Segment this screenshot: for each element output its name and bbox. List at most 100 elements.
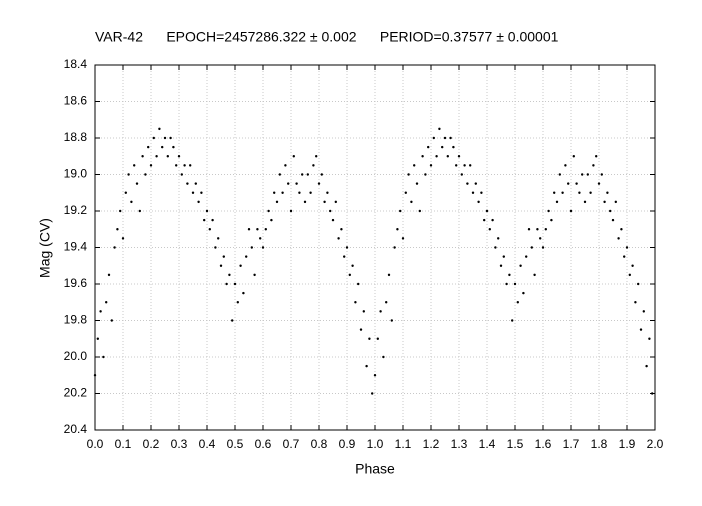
data-point	[645, 364, 648, 368]
data-point	[163, 136, 167, 140]
x-tick-label: 2.0	[647, 437, 664, 451]
x-tick-label: 0.7	[283, 437, 300, 451]
data-point	[446, 155, 449, 158]
data-point	[410, 200, 413, 204]
x-tick-label: 0.4	[199, 437, 216, 451]
data-point	[144, 173, 147, 176]
data-point	[256, 228, 259, 231]
data-point	[499, 264, 503, 267]
data-point	[317, 182, 321, 185]
y-tick-label: 18.6	[64, 94, 88, 108]
data-point	[233, 282, 237, 286]
data-point	[404, 191, 407, 194]
data-point	[189, 164, 192, 167]
x-tick-label: 1.0	[367, 437, 384, 451]
data-point	[586, 173, 589, 176]
data-point	[133, 164, 136, 167]
data-point	[331, 218, 335, 222]
data-point	[127, 173, 130, 176]
data-point	[471, 191, 475, 194]
data-point	[564, 164, 567, 167]
x-tick-label: 0.2	[143, 437, 160, 451]
data-point	[186, 182, 189, 185]
data-point	[203, 218, 206, 222]
data-point	[135, 182, 139, 185]
data-point	[323, 200, 326, 204]
data-point	[130, 200, 133, 204]
data-point	[284, 164, 287, 167]
data-point	[561, 191, 564, 194]
y-tick-label: 19.0	[64, 167, 88, 181]
data-point	[337, 237, 340, 240]
data-point	[253, 273, 256, 277]
data-point	[149, 164, 153, 167]
data-point	[141, 155, 144, 158]
data-point	[205, 209, 209, 213]
data-point	[264, 228, 267, 231]
data-point	[362, 310, 365, 313]
data-point	[219, 264, 223, 267]
data-point	[121, 237, 125, 240]
data-point	[483, 218, 486, 222]
data-point	[449, 136, 452, 140]
data-point	[102, 355, 105, 359]
y-axis-label: Mag (CV)	[37, 218, 53, 278]
data-point	[385, 301, 388, 304]
data-point	[289, 209, 293, 213]
data-point	[505, 282, 508, 286]
data-point	[393, 246, 396, 249]
data-point	[161, 145, 164, 149]
data-point	[357, 282, 360, 286]
data-point	[438, 127, 441, 131]
data-point	[152, 136, 155, 140]
y-tick-label: 18.4	[64, 57, 88, 71]
data-point	[387, 273, 391, 277]
data-point	[147, 145, 150, 149]
data-point	[550, 218, 553, 222]
y-tick-label: 20.4	[64, 422, 88, 436]
plot-frame	[94, 64, 656, 431]
data-point	[99, 310, 102, 313]
data-point	[228, 273, 231, 277]
data-point	[295, 182, 298, 185]
data-point	[119, 209, 122, 213]
data-point	[303, 200, 307, 204]
data-point	[281, 191, 284, 194]
data-point	[329, 209, 332, 213]
data-point	[443, 136, 447, 140]
data-point	[250, 246, 253, 249]
data-point	[158, 127, 161, 131]
data-point	[298, 191, 301, 194]
data-point	[200, 191, 203, 194]
data-point	[480, 191, 483, 194]
data-point	[390, 319, 393, 322]
x-tick-label: 1.5	[507, 437, 524, 451]
data-point	[239, 264, 242, 267]
data-point	[415, 182, 419, 185]
data-point	[396, 228, 399, 231]
data-point	[93, 374, 97, 377]
data-point	[309, 191, 312, 194]
x-tick-label: 1.6	[535, 437, 552, 451]
data-point	[107, 273, 111, 277]
data-point	[194, 182, 197, 185]
data-point	[110, 319, 114, 322]
data-point	[583, 200, 587, 204]
data-point	[611, 218, 615, 222]
x-tick-label: 0.8	[311, 437, 328, 451]
data-point	[457, 155, 461, 158]
data-point	[639, 328, 643, 331]
data-point	[301, 173, 304, 176]
data-point	[261, 246, 265, 249]
x-axis-label: Phase	[355, 461, 395, 477]
data-point	[628, 273, 631, 277]
x-tick-label: 0.1	[115, 437, 132, 451]
data-point	[197, 200, 200, 204]
data-point	[418, 209, 421, 213]
data-point	[169, 136, 172, 140]
data-point	[177, 155, 181, 158]
data-point	[609, 209, 612, 213]
data-point	[497, 237, 500, 240]
data-point	[527, 228, 531, 231]
